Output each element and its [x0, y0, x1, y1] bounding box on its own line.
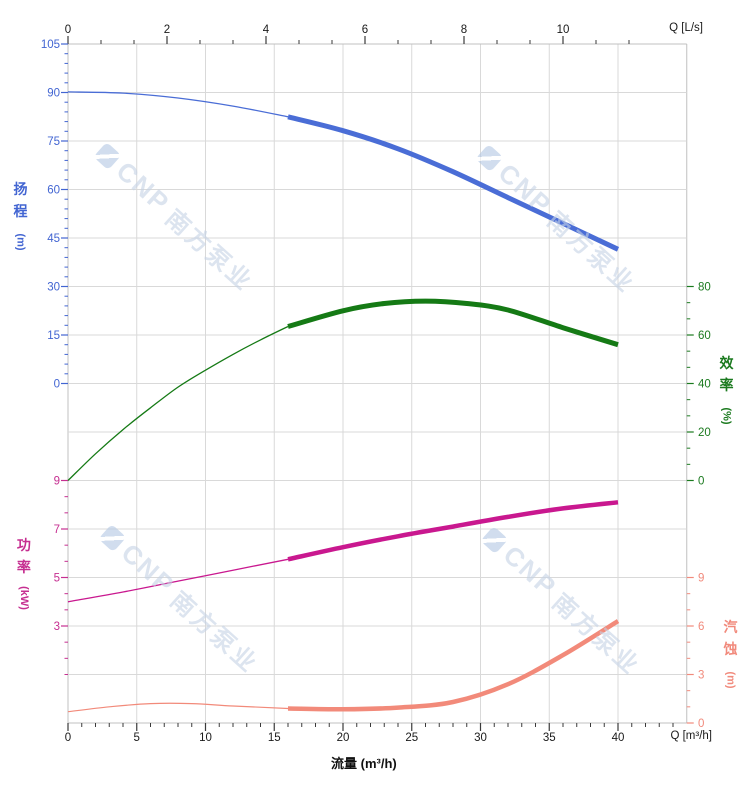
- efficiency-tick-label: 60: [698, 330, 711, 342]
- head-tick-label: 75: [47, 136, 60, 148]
- efficiency-tick-label: 40: [698, 379, 711, 391]
- bottom-axis-tick-label: 40: [612, 732, 625, 744]
- axis-title-unit: (m): [724, 671, 737, 689]
- y-axis-title-efficiency: 效率 (%): [718, 355, 735, 425]
- head-tick-label: 105: [41, 39, 60, 51]
- efficiency-tick-label: 0: [698, 476, 704, 488]
- axis-title-char: 功: [16, 537, 31, 553]
- npsh-tick-label: 6: [698, 621, 704, 633]
- axis-title-unit: (%): [720, 407, 733, 425]
- power-tick-label: 7: [54, 524, 60, 536]
- efficiency-tick-label: 80: [698, 282, 711, 294]
- efficiency-tick-label: 20: [698, 427, 711, 439]
- efficiency-curve: [287, 298, 619, 348]
- top-axis-tick-label: 6: [362, 24, 368, 36]
- power-tick-label: 5: [54, 573, 60, 585]
- power-tick-label: 9: [54, 476, 60, 488]
- y-axis-title-head: 扬程 (m): [12, 181, 29, 251]
- top-axis-unit-label: Q [L/s]: [669, 22, 703, 34]
- npsh-tick-label: 9: [698, 573, 704, 585]
- axis-title-char: 率: [719, 377, 734, 393]
- top-axis-tick-label: 10: [557, 24, 570, 36]
- efficiency-curve-thin: [67, 325, 289, 481]
- y-axis-title-power: 功率 (kW): [12, 537, 36, 610]
- power-curve-thin: [67, 558, 289, 603]
- axis-title-char: 扬: [13, 181, 28, 197]
- top-axis-tick-label: 2: [164, 24, 170, 36]
- head-curve-thin: [67, 91, 289, 118]
- npsh-curve: [287, 619, 620, 712]
- bottom-axis-tick-label: 0: [65, 732, 71, 744]
- axis-title-char: 汽: [723, 619, 738, 635]
- x-axis-title: 流量 (m³/h): [331, 756, 397, 771]
- bottom-axis-tick-label: 25: [405, 732, 418, 744]
- bottom-axis-tick-label: 10: [199, 732, 212, 744]
- head-tick-label: 45: [47, 233, 60, 245]
- npsh-tick-label: 3: [698, 670, 704, 682]
- top-axis-tick-label: 0: [65, 24, 71, 36]
- head-curve: [287, 114, 620, 252]
- head-tick-label: 0: [54, 379, 60, 391]
- bottom-axis-tick-label: 15: [268, 732, 281, 744]
- top-axis-tick-label: 4: [263, 24, 270, 36]
- bottom-axis-tick-label: 35: [543, 732, 556, 744]
- bottom-axis-tick-label: 5: [134, 732, 140, 744]
- axis-title-char: 程: [13, 203, 28, 219]
- head-tick-label: 60: [47, 185, 60, 197]
- axis-title-unit: (m): [14, 233, 27, 251]
- axis-title-unit: (kW): [17, 586, 30, 610]
- top-axis-tick-label: 8: [461, 24, 467, 36]
- npsh-tick-label: 0: [698, 718, 704, 730]
- axis-title-char: 蚀: [723, 641, 738, 657]
- power-tick-label: 3: [54, 621, 60, 633]
- head-tick-label: 30: [47, 282, 60, 294]
- bottom-axis-unit-label: Q [m³/h]: [670, 730, 712, 742]
- power-curve: [287, 500, 619, 562]
- axis-title-char: 效: [719, 355, 734, 371]
- bottom-axis-tick-label: 30: [474, 732, 487, 744]
- y-axis-title-npsh: 汽蚀 (m): [722, 619, 739, 689]
- axis-title-char: 率: [16, 559, 31, 575]
- bottom-axis-tick-label: 20: [337, 732, 350, 744]
- head-tick-label: 15: [47, 330, 60, 342]
- head-tick-label: 90: [47, 88, 60, 100]
- npsh-curve-thin: [67, 702, 289, 713]
